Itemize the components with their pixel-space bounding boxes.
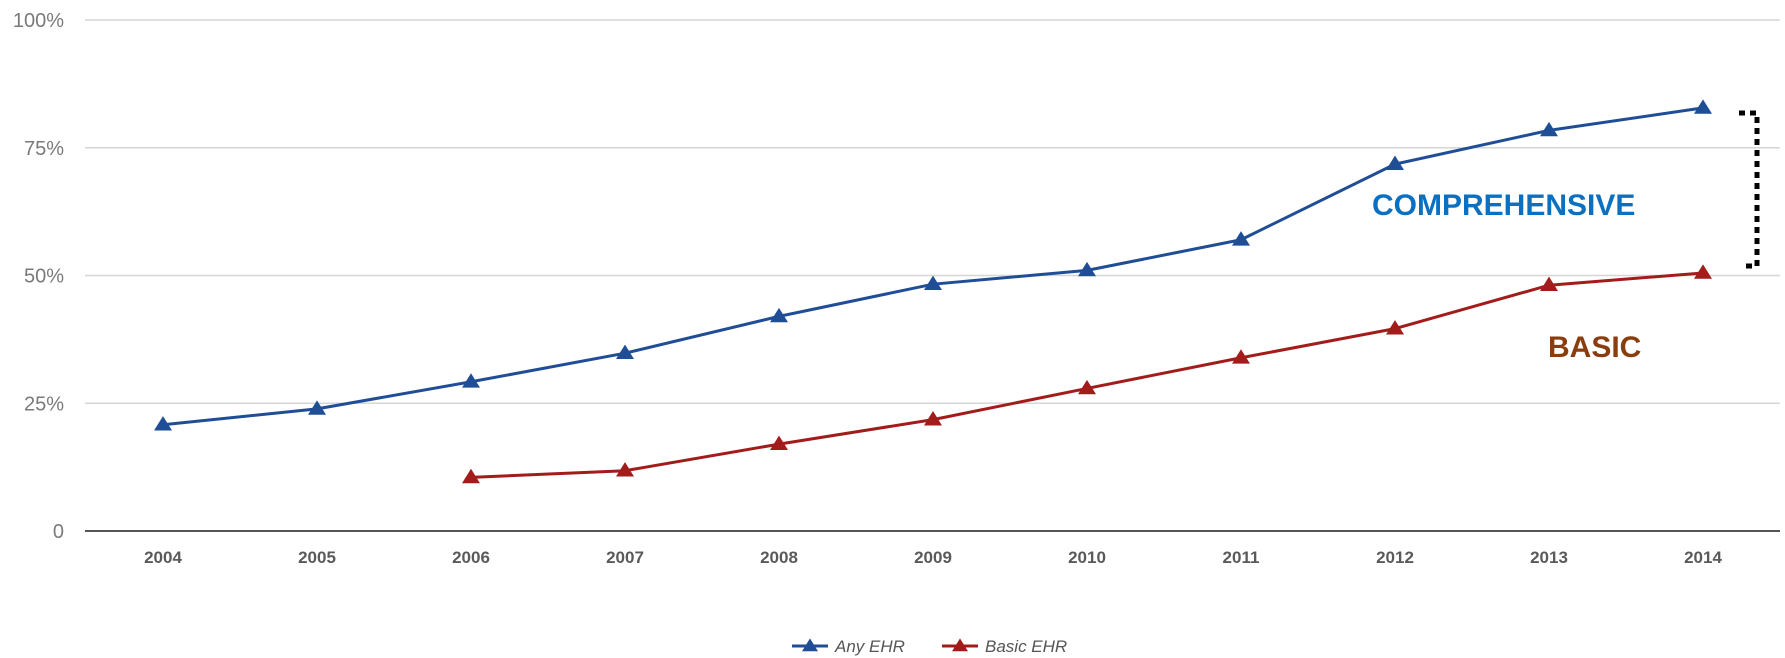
legend-item: Basic EHR bbox=[942, 637, 1067, 656]
y-tick-label: 25% bbox=[24, 393, 64, 415]
data-point-marker bbox=[1540, 276, 1558, 292]
x-tick-label: 2004 bbox=[144, 548, 182, 567]
y-tick-label: 50% bbox=[24, 266, 64, 288]
data-point-marker bbox=[1540, 121, 1558, 137]
data-point-marker bbox=[1694, 264, 1712, 279]
legend-marker bbox=[952, 638, 968, 652]
data-point-marker bbox=[1078, 379, 1096, 395]
x-tick-label: 2005 bbox=[298, 548, 336, 567]
y-tick-label: 100% bbox=[13, 10, 64, 32]
data-point-marker bbox=[1232, 231, 1250, 246]
annotation-basic: BASIC bbox=[1548, 331, 1641, 364]
gap-bracket bbox=[1739, 110, 1760, 269]
data-point-marker bbox=[924, 275, 942, 291]
series-basic-ehr bbox=[462, 264, 1712, 484]
data-point-marker bbox=[462, 468, 480, 484]
y-tick-label: 0 bbox=[53, 521, 64, 543]
data-point-marker bbox=[1386, 155, 1404, 170]
x-tick-label: 2014 bbox=[1684, 548, 1722, 567]
y-axis: 0 25% 50% 75% 100% bbox=[13, 10, 64, 543]
gridlines bbox=[85, 19, 1780, 532]
legend-label: Any EHR bbox=[834, 637, 905, 656]
x-tick-label: 2011 bbox=[1223, 548, 1260, 567]
x-tick-label: 2007 bbox=[606, 548, 644, 567]
data-point-marker bbox=[770, 435, 788, 450]
legend: Any EHR Basic EHR bbox=[792, 637, 1067, 656]
annotation-comprehensive: COMPREHENSIVE bbox=[1372, 189, 1635, 222]
data-point-marker bbox=[308, 400, 326, 415]
x-axis: 2004 2005 2006 2007 2008 2009 2010 2011 2012 2013… bbox=[144, 548, 1722, 567]
data-point-marker bbox=[1694, 99, 1712, 114]
data-point-marker bbox=[1078, 261, 1096, 277]
data-point-marker bbox=[616, 462, 634, 477]
data-point-marker bbox=[770, 307, 788, 323]
legend-marker bbox=[802, 638, 818, 652]
y-tick-label: 75% bbox=[24, 138, 64, 160]
legend-label: Basic EHR bbox=[985, 637, 1067, 656]
data-point-marker bbox=[924, 411, 942, 426]
series-group bbox=[154, 99, 1712, 484]
x-tick-label: 2013 bbox=[1530, 548, 1568, 567]
data-point-marker bbox=[1386, 320, 1404, 335]
series-line bbox=[470, 271, 1704, 479]
legend-item: Any EHR bbox=[792, 637, 905, 656]
series-any-ehr bbox=[154, 99, 1712, 431]
data-point-marker bbox=[1232, 349, 1250, 364]
x-tick-label: 2008 bbox=[760, 548, 798, 567]
x-tick-label: 2006 bbox=[452, 548, 490, 567]
x-tick-label: 2009 bbox=[914, 548, 952, 567]
data-point-marker bbox=[616, 344, 634, 360]
data-point-marker bbox=[462, 373, 480, 388]
series-line bbox=[162, 106, 1704, 427]
x-tick-label: 2012 bbox=[1376, 548, 1414, 567]
x-tick-label: 2010 bbox=[1068, 548, 1106, 567]
data-point-marker bbox=[154, 416, 172, 431]
